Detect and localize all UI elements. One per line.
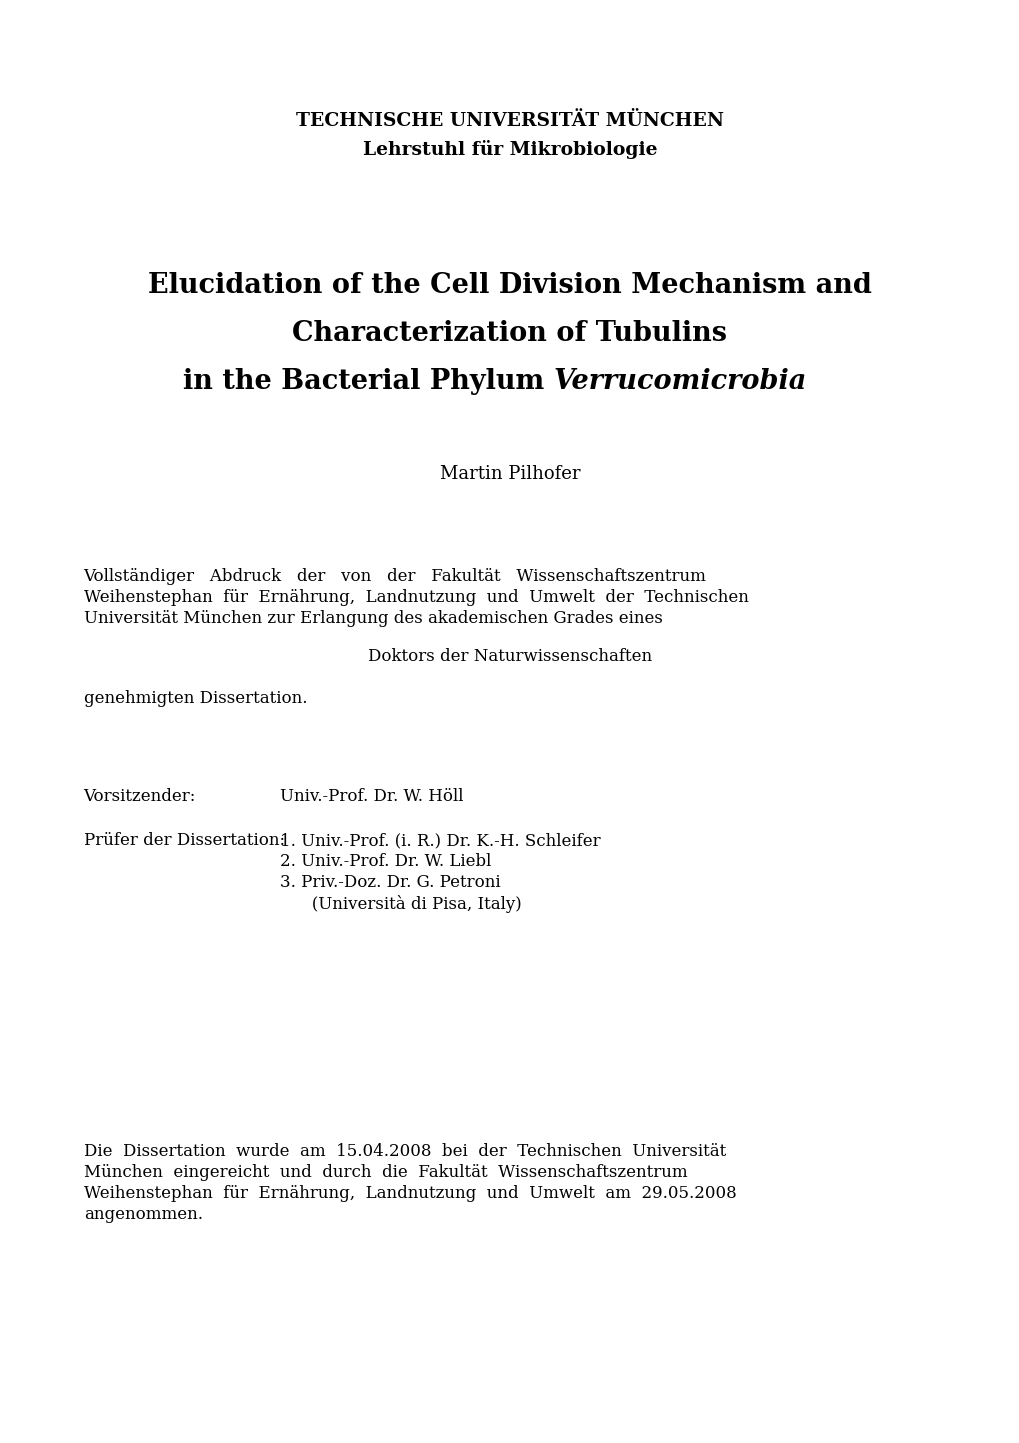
Text: 2. Univ.-Prof. Dr. W. Liebl: 2. Univ.-Prof. Dr. W. Liebl <box>280 853 491 870</box>
Text: (Università di Pisa, Italy): (Università di Pisa, Italy) <box>296 895 521 913</box>
Text: Verrucomicrobia: Verrucomicrobia <box>553 368 806 395</box>
Text: 3. Priv.-Doz. Dr. G. Petroni: 3. Priv.-Doz. Dr. G. Petroni <box>280 874 500 890</box>
Text: Vollständiger   Abdruck   der   von   der   Fakultät   Wissenschaftszentrum: Vollständiger Abdruck der von der Fakult… <box>84 569 706 584</box>
Text: Weihenstephan  für  Ernährung,  Landnutzung  und  Umwelt  der  Technischen: Weihenstephan für Ernährung, Landnutzung… <box>84 589 748 606</box>
Text: Vorsitzender:: Vorsitzender: <box>84 788 196 805</box>
Text: Universität München zur Erlangung des akademischen Grades eines: Universität München zur Erlangung des ak… <box>84 610 662 628</box>
Text: Die  Dissertation  wurde  am  15.04.2008  bei  der  Technischen  Universität: Die Dissertation wurde am 15.04.2008 bei… <box>84 1143 726 1160</box>
Text: genehmigten Dissertation.: genehmigten Dissertation. <box>84 690 307 707</box>
Text: Martin Pilhofer: Martin Pilhofer <box>439 465 580 483</box>
Text: angenommen.: angenommen. <box>84 1206 203 1224</box>
Text: Elucidation of the Cell Division Mechanism and: Elucidation of the Cell Division Mechani… <box>148 271 871 299</box>
Text: Univ.-Prof. Dr. W. Höll: Univ.-Prof. Dr. W. Höll <box>280 788 464 805</box>
Text: Doktors der Naturwissenschaften: Doktors der Naturwissenschaften <box>368 648 651 665</box>
Text: Lehrstuhl für Mikrobiologie: Lehrstuhl für Mikrobiologie <box>363 140 656 159</box>
Text: München  eingereicht  und  durch  die  Fakultät  Wissenschaftszentrum: München eingereicht und durch die Fakult… <box>84 1165 687 1180</box>
Text: Characterization of Tubulins: Characterization of Tubulins <box>292 320 727 346</box>
Text: 1. Univ.-Prof. (i. R.) Dr. K.-H. Schleifer: 1. Univ.-Prof. (i. R.) Dr. K.-H. Schleif… <box>280 833 600 848</box>
Text: Prüfer der Dissertation:: Prüfer der Dissertation: <box>84 833 284 848</box>
Text: Weihenstephan  für  Ernährung,  Landnutzung  und  Umwelt  am  29.05.2008: Weihenstephan für Ernährung, Landnutzung… <box>84 1185 736 1202</box>
Text: TECHNISCHE UNIVERSITÄT MÜNCHEN: TECHNISCHE UNIVERSITÄT MÜNCHEN <box>296 113 723 130</box>
Text: in the Bacterial Phylum: in the Bacterial Phylum <box>183 368 553 395</box>
